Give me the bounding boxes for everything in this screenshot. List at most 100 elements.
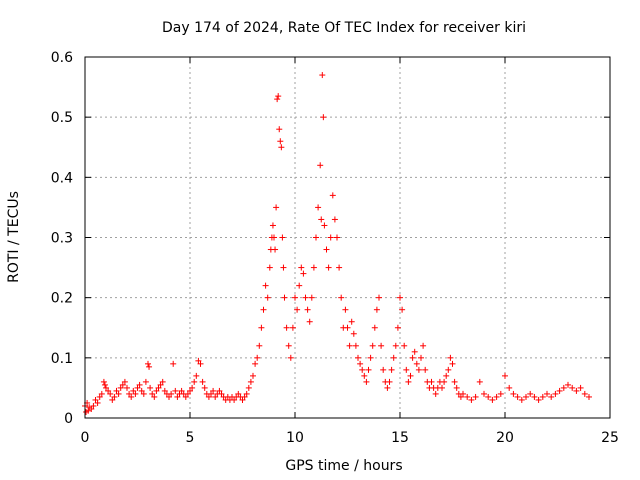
data-points bbox=[82, 72, 592, 415]
data-point bbox=[277, 138, 284, 145]
data-point bbox=[281, 294, 288, 301]
data-point bbox=[153, 387, 160, 394]
data-point bbox=[399, 306, 406, 313]
data-point bbox=[369, 342, 376, 349]
data-point bbox=[262, 282, 269, 289]
data-point bbox=[128, 393, 135, 400]
data-point bbox=[409, 354, 416, 361]
data-point bbox=[422, 366, 429, 373]
data-point bbox=[111, 393, 118, 400]
data-point bbox=[394, 324, 401, 331]
data-point bbox=[418, 354, 424, 361]
data-point bbox=[269, 222, 276, 229]
data-point bbox=[548, 393, 555, 400]
data-point bbox=[514, 393, 521, 400]
data-point bbox=[378, 342, 385, 349]
data-point bbox=[98, 390, 105, 397]
data-point bbox=[317, 162, 324, 169]
data-point bbox=[174, 393, 181, 400]
x-tick-label: 25 bbox=[601, 430, 619, 446]
data-point bbox=[535, 396, 542, 403]
data-point bbox=[280, 264, 287, 271]
data-point bbox=[103, 384, 109, 391]
data-point bbox=[245, 384, 252, 391]
data-point bbox=[315, 204, 322, 211]
data-point bbox=[182, 393, 189, 400]
data-point bbox=[413, 360, 420, 367]
data-point bbox=[338, 294, 345, 301]
y-tick-label: 0.1 bbox=[51, 351, 73, 367]
data-point bbox=[325, 264, 332, 271]
data-point bbox=[573, 387, 580, 394]
data-point bbox=[155, 384, 162, 391]
data-point bbox=[193, 372, 200, 379]
data-point bbox=[216, 387, 223, 394]
data-point bbox=[464, 393, 471, 400]
data-point bbox=[117, 384, 124, 391]
data-point bbox=[310, 264, 317, 271]
data-point bbox=[420, 342, 427, 349]
data-point bbox=[187, 387, 193, 394]
y-tick-label: 0.3 bbox=[51, 231, 73, 247]
data-point bbox=[189, 384, 196, 391]
data-point bbox=[264, 294, 271, 301]
data-point bbox=[556, 387, 563, 394]
data-point bbox=[523, 393, 529, 400]
data-point bbox=[88, 405, 95, 412]
data-point bbox=[401, 342, 408, 349]
data-point bbox=[142, 378, 149, 385]
data-point bbox=[384, 384, 391, 391]
data-point bbox=[105, 387, 112, 394]
data-point bbox=[539, 393, 546, 400]
data-point bbox=[241, 393, 248, 400]
data-point bbox=[319, 72, 326, 79]
x-axis-ticks: 0 5 10 15 20 25 bbox=[81, 57, 619, 446]
data-point bbox=[199, 378, 206, 385]
data-point bbox=[115, 390, 122, 397]
data-point bbox=[124, 384, 130, 391]
data-point bbox=[191, 378, 198, 385]
data-point bbox=[344, 324, 351, 331]
data-point bbox=[218, 390, 225, 397]
data-point bbox=[476, 378, 483, 385]
data-point bbox=[552, 390, 559, 397]
data-point bbox=[565, 381, 571, 388]
data-point bbox=[145, 360, 151, 367]
y-tick-label: 0.2 bbox=[51, 291, 73, 307]
data-point bbox=[447, 354, 454, 361]
data-point bbox=[302, 294, 309, 301]
data-point bbox=[254, 354, 261, 361]
data-point bbox=[250, 372, 256, 379]
data-point bbox=[361, 372, 368, 379]
data-point bbox=[581, 390, 588, 397]
data-point bbox=[166, 393, 172, 400]
data-point bbox=[560, 384, 567, 391]
data-point bbox=[304, 306, 311, 313]
data-point bbox=[359, 366, 366, 373]
data-point bbox=[235, 390, 242, 397]
data-point bbox=[243, 390, 250, 397]
y-axis-label: ROTI / TECUs bbox=[6, 191, 22, 283]
data-point bbox=[493, 393, 500, 400]
data-point bbox=[327, 234, 334, 241]
x-tick-label: 0 bbox=[81, 430, 90, 446]
data-point bbox=[577, 384, 584, 391]
data-point bbox=[348, 318, 355, 325]
data-point bbox=[126, 390, 133, 397]
data-point bbox=[94, 399, 101, 406]
data-point bbox=[334, 234, 340, 241]
data-point bbox=[260, 306, 267, 313]
data-point bbox=[306, 318, 313, 325]
data-point bbox=[308, 294, 315, 301]
data-point bbox=[121, 378, 128, 385]
y-tick-label: 0 bbox=[64, 411, 73, 427]
data-point bbox=[376, 294, 382, 301]
data-point bbox=[96, 393, 103, 400]
data-point bbox=[278, 144, 285, 151]
data-point bbox=[352, 342, 359, 349]
data-point bbox=[178, 387, 185, 394]
data-point bbox=[453, 384, 460, 391]
data-point bbox=[449, 360, 456, 367]
data-point bbox=[107, 390, 114, 397]
